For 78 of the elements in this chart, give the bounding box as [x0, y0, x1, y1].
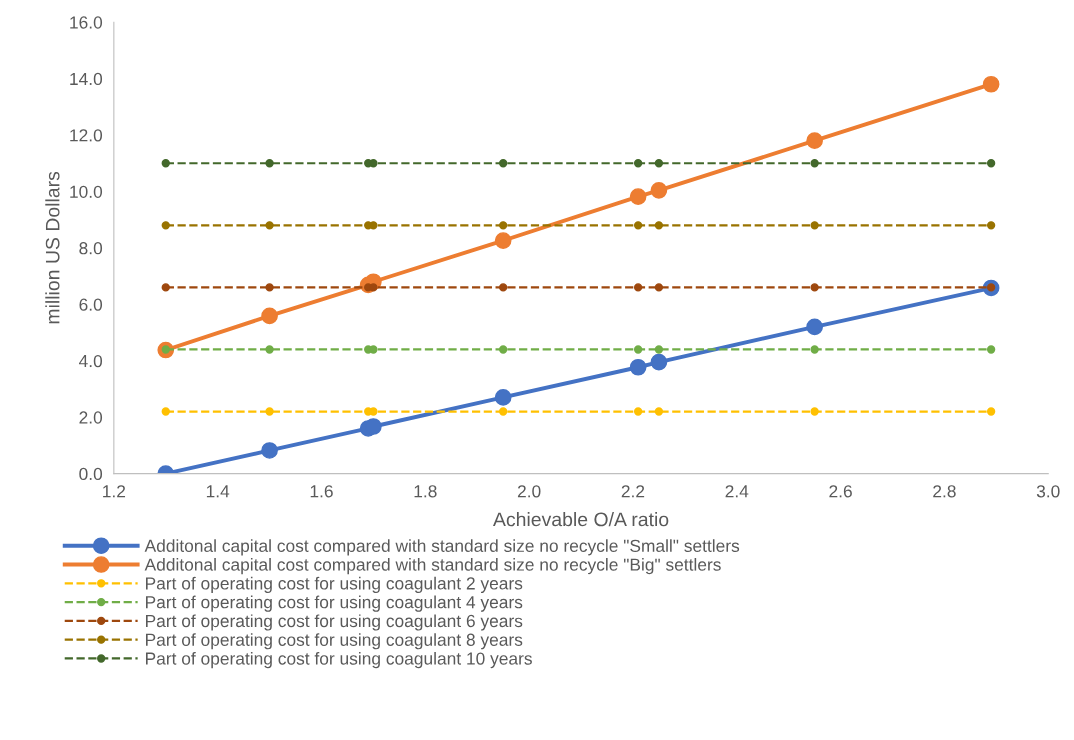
point [265, 283, 274, 292]
point [265, 407, 274, 416]
point [629, 188, 647, 205]
point [633, 283, 643, 292]
legend-label: Additonal capital cost compared with standard size no recycle "Big" settlers [144, 558, 721, 575]
point [261, 307, 278, 325]
y-tick-label: 16.0 [70, 16, 103, 29]
legend-label: Part of operating cost for using coagulant 2 years [146, 576, 523, 593]
point [810, 159, 819, 168]
point [650, 353, 668, 371]
point [650, 182, 668, 199]
point [499, 407, 508, 416]
legend-label: Part of operating cost for using coagulant 8 years [146, 633, 523, 650]
point [633, 407, 643, 416]
point [161, 407, 170, 416]
y-tick-label: 12.0 [70, 129, 103, 142]
point [654, 283, 664, 292]
point [369, 159, 378, 168]
point [261, 442, 278, 459]
x-tick-label: 3.0 [1036, 485, 1060, 498]
point [633, 221, 643, 230]
x-tick-label: 2.2 [621, 485, 645, 498]
point [369, 221, 378, 230]
point [806, 318, 823, 336]
point [654, 407, 664, 416]
point [265, 221, 274, 230]
point [654, 159, 664, 168]
point [654, 221, 664, 230]
x-tick-label: 2.4 [725, 485, 749, 498]
point [629, 358, 647, 376]
x-axis-title: Achievable O/A ratio [492, 512, 669, 527]
x-tick-label: 1.4 [206, 485, 230, 498]
point [494, 232, 512, 249]
point [265, 345, 274, 354]
x-tick-label: 1.2 [103, 485, 126, 498]
point [633, 345, 643, 354]
point [806, 132, 823, 150]
point [499, 345, 508, 354]
point [265, 159, 274, 168]
x-tick-label: 2.0 [517, 485, 541, 498]
legend-label: Additonal capital cost compared with standard size no recycle "Small" settlers [144, 539, 740, 556]
y-tick-label: 4.0 [79, 354, 103, 368]
x-tick-label: 2.6 [829, 485, 852, 498]
x-tick-label: 1.6 [310, 485, 333, 498]
y-tick-label: 2.0 [79, 411, 103, 424]
y-tick-label: 0.0 [79, 467, 103, 481]
point [499, 159, 508, 168]
point [986, 345, 996, 354]
y-tick-label: 14.0 [70, 72, 103, 86]
x-tick-label: 1.8 [414, 485, 437, 498]
point [494, 389, 512, 406]
y-tick-label: 8.0 [79, 242, 103, 255]
point [499, 221, 508, 230]
point [161, 221, 170, 230]
legend-label: Part of operating cost for using coagulant 6 years [146, 614, 523, 631]
point [633, 159, 643, 168]
y-tick-label: 6.0 [79, 298, 103, 311]
y-axis-title: million US Dollars [45, 171, 60, 324]
point [982, 75, 1000, 93]
point [810, 345, 819, 354]
point [161, 159, 170, 168]
x-tick-label: 2.8 [933, 485, 956, 498]
point [365, 418, 382, 435]
point [986, 407, 996, 416]
point [810, 407, 819, 416]
point [369, 407, 378, 416]
legend-label: Part of operating cost for using coagulant 10 years [146, 651, 532, 669]
legend-label: Part of operating cost for using coagulant 4 years [146, 595, 523, 612]
point [986, 221, 996, 230]
point [810, 221, 819, 230]
y-tick-label: 10.0 [70, 185, 103, 198]
point [810, 283, 819, 292]
point [369, 283, 378, 292]
point [654, 345, 664, 354]
point [369, 345, 378, 354]
point [161, 283, 170, 292]
point [499, 283, 508, 292]
point [986, 159, 996, 168]
